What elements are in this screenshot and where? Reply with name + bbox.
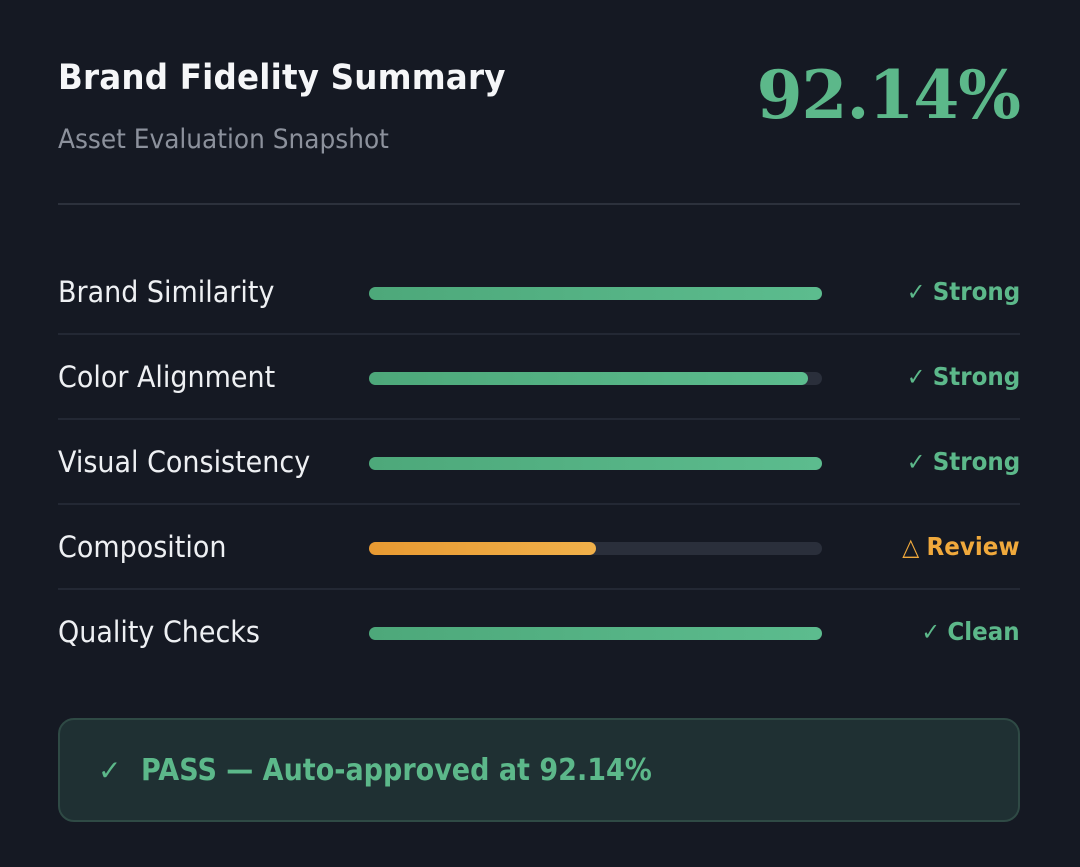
metric-row-brand-similarity: Brand Similarity ✓ Strong: [58, 250, 1020, 335]
metric-label: Brand Similarity: [58, 275, 275, 309]
overall-score: 92.14%: [756, 56, 1021, 134]
status-label: Strong: [932, 447, 1020, 476]
progress-fill: [369, 287, 822, 300]
page-subtitle: Asset Evaluation Snapshot: [58, 124, 389, 155]
check-icon: ✓: [906, 362, 926, 391]
progress-track: [369, 542, 822, 555]
metric-label: Quality Checks: [58, 615, 260, 649]
progress-track: [369, 627, 822, 640]
status-badge: ✓ Clean: [922, 617, 1020, 646]
check-icon: ✓: [98, 753, 122, 787]
status-badge: ✓ Strong: [907, 277, 1020, 306]
check-icon: ✓: [921, 617, 941, 646]
status-label: Strong: [932, 277, 1020, 306]
status-label: Strong: [932, 362, 1020, 391]
metric-label: Visual Consistency: [58, 445, 311, 479]
pass-banner: ✓ PASS — Auto-approved at 92.14%: [58, 718, 1020, 822]
metric-row-color-alignment: Color Alignment ✓ Strong: [58, 335, 1020, 420]
progress-track: [369, 457, 822, 470]
progress-fill: [369, 627, 822, 640]
progress-fill: [369, 542, 596, 555]
status-badge: ✓ Strong: [907, 447, 1020, 476]
metric-row-quality-checks: Quality Checks ✓ Clean: [58, 590, 1020, 675]
metric-label: Composition: [58, 530, 227, 564]
progress-fill: [369, 372, 809, 385]
status-label: Review: [926, 532, 1020, 561]
status-label: Clean: [947, 617, 1020, 646]
warning-triangle-icon: △: [902, 532, 920, 561]
page-title: Brand Fidelity Summary: [58, 58, 506, 98]
pass-message: PASS — Auto-approved at 92.14%: [141, 752, 653, 788]
metric-row-visual-consistency: Visual Consistency ✓ Strong: [58, 420, 1020, 505]
check-icon: ✓: [906, 447, 926, 476]
status-badge: ✓ Strong: [907, 362, 1020, 391]
check-icon: ✓: [906, 277, 926, 306]
header-divider: [58, 203, 1020, 205]
progress-track: [369, 287, 822, 300]
status-badge: △ Review: [903, 532, 1020, 561]
metric-row-composition: Composition △ Review: [58, 505, 1020, 590]
progress-track: [369, 372, 822, 385]
progress-fill: [369, 457, 822, 470]
metrics-list: Brand Similarity ✓ Strong Color Alignmen…: [58, 250, 1020, 675]
metric-label: Color Alignment: [58, 360, 276, 394]
